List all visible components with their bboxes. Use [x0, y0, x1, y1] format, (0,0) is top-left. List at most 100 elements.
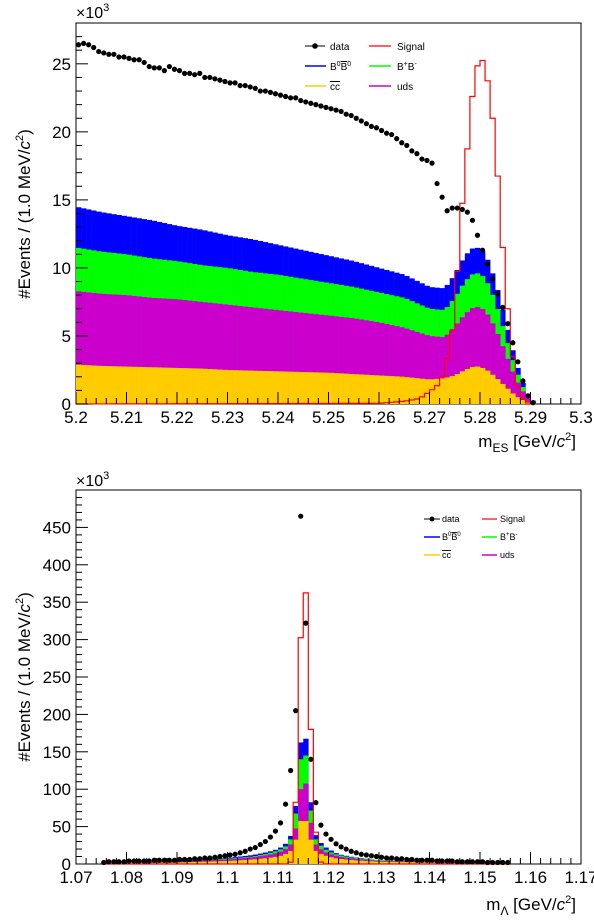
bar-cc: [187, 368, 193, 404]
bar-cc: [424, 862, 430, 864]
data-point: [409, 148, 415, 154]
bar-cc: [358, 374, 365, 404]
bar-cc: [288, 850, 294, 864]
data-point: [338, 844, 344, 850]
signal-histogram-mes: [76, 59, 536, 405]
data-point: [459, 206, 465, 213]
bar-cc: [308, 839, 314, 864]
data-point: [232, 851, 238, 857]
data-point: [333, 841, 339, 847]
data-point: [126, 55, 132, 61]
data-point: [358, 118, 364, 124]
y-tick-label: 400: [43, 556, 71, 575]
legend-bpbm-label: B+B-: [397, 61, 417, 73]
data-point: [404, 856, 410, 863]
bar-uds: [91, 292, 97, 404]
data-point: [176, 856, 183, 863]
data-point: [161, 857, 167, 863]
bar-uds: [348, 318, 355, 404]
bar-uds: [242, 306, 248, 404]
x-tick-label: 5.24: [261, 408, 294, 427]
bar-cc: [217, 861, 223, 864]
bar-cc: [272, 371, 279, 404]
bar-uds: [192, 301, 198, 404]
data-point: [394, 136, 400, 142]
bar-cc: [278, 371, 284, 404]
bar-uds: [429, 336, 435, 404]
data-point: [469, 217, 476, 223]
y-axis-ticks-mlambda: 0 50 100 150 200 250 300 350 400 450: [43, 489, 88, 874]
data-point: [252, 85, 258, 91]
bar-cc: [510, 393, 516, 404]
bar-cc: [399, 862, 405, 864]
legend-data-dot: [429, 516, 435, 522]
data-point: [247, 84, 253, 90]
bar-uds: [389, 325, 395, 404]
bar-cc: [166, 862, 173, 864]
bar-cc: [373, 861, 380, 864]
bar-uds: [151, 298, 158, 404]
bar-cc: [202, 861, 208, 864]
data-point: [378, 127, 385, 134]
bar-cc: [449, 376, 456, 404]
bar-cc: [262, 858, 269, 864]
bar-cc: [419, 862, 425, 864]
x-tick-label: 1.14: [413, 868, 446, 887]
bar-cc: [469, 366, 476, 404]
data-point: [217, 77, 223, 83]
bar-uds: [505, 358, 511, 404]
bar-cc: [217, 369, 223, 404]
bar-cc: [429, 862, 435, 864]
bar-cc: [252, 859, 259, 864]
data-point: [187, 856, 193, 863]
bar-cc: [177, 368, 183, 404]
data-point: [323, 831, 329, 837]
bar-uds: [358, 319, 365, 404]
data-point: [389, 855, 395, 861]
bar-cc: [303, 820, 309, 864]
data-point: [490, 859, 496, 866]
data-point: [242, 82, 248, 89]
legend-cc-label: cc: [330, 82, 340, 93]
data-point: [469, 859, 476, 865]
bar-cc: [252, 370, 259, 404]
data-point: [197, 856, 203, 862]
bar-uds: [333, 316, 339, 404]
data-point: [308, 756, 314, 762]
y-tick-label: 200: [43, 705, 71, 724]
y-tick-label: 450: [43, 518, 71, 537]
bar-cc: [358, 860, 365, 864]
bar-cc: [202, 368, 208, 404]
bar-cc: [207, 369, 213, 404]
signal-line: [76, 59, 536, 405]
bar-uds: [419, 333, 425, 404]
data-point: [202, 855, 208, 861]
bar-cc: [490, 374, 496, 404]
data-point: [394, 856, 400, 862]
x-tick-label: 5.28: [463, 408, 496, 427]
bar-cc: [323, 855, 329, 864]
bar-uds: [464, 312, 471, 404]
bar-cc: [298, 371, 304, 404]
bar-uds: [267, 309, 274, 404]
bar-cc: [126, 366, 132, 404]
bar-uds: [379, 322, 385, 404]
data-point: [192, 856, 198, 862]
bar-uds: [278, 310, 284, 404]
bar-cc: [434, 378, 440, 404]
bar-uds: [141, 297, 147, 404]
data-point: [308, 100, 314, 106]
data-point: [242, 848, 248, 854]
data-point: [151, 857, 157, 863]
data-point: [171, 66, 178, 72]
data-point: [141, 59, 147, 66]
bar-cc: [333, 373, 339, 404]
bar-cc: [318, 372, 324, 404]
bar-cc: [247, 370, 254, 404]
bar-uds: [298, 312, 304, 404]
data-point: [530, 400, 536, 406]
data-point: [419, 156, 425, 162]
data-point: [181, 856, 188, 863]
bar-uds: [363, 320, 370, 404]
bar-uds: [434, 336, 440, 404]
